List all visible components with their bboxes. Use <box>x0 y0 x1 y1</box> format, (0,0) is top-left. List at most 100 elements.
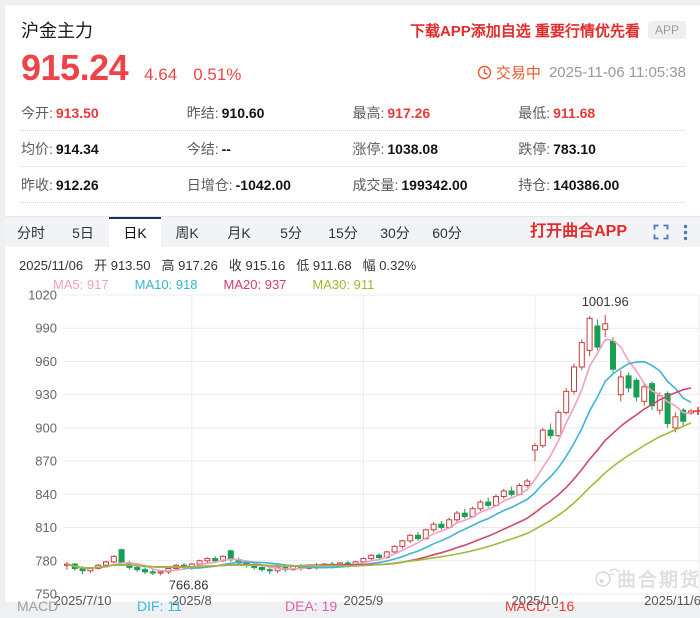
y-axis-label: 960 <box>35 354 57 369</box>
stat-cell: 昨结: 910.60 <box>187 103 353 123</box>
stat-label: 跌停: <box>518 140 551 157</box>
tab-item[interactable]: 分时 <box>5 217 57 247</box>
fullscreen-icon[interactable] <box>653 224 669 240</box>
stat-label: 昨收: <box>21 176 53 193</box>
stat-cell: 持仓: 140386.00 <box>518 175 684 195</box>
tab-item[interactable]: 5日 <box>57 217 109 247</box>
stat-cell: 日增仓: -1042.00 <box>187 175 353 195</box>
candles <box>64 314 694 576</box>
contract-title: 沪金主力 <box>21 21 93 41</box>
y-axis-label: 900 <box>35 420 57 435</box>
ohlc-part: 高 917.26 <box>161 258 218 273</box>
period-tabbar: 分时 5日 日K 周K 月K 5分 15分 30分 60分 打开曲合APP <box>5 216 700 247</box>
ma-legend: MA5: 917 MA10: 918 MA20: 937 MA30: 911 <box>5 274 700 292</box>
price-row: 915.24 4.64 0.51% 交易中 2025-11-06 11:05:3… <box>5 43 700 89</box>
stat-label: 成交量: <box>352 176 399 193</box>
download-app-link[interactable]: 下载APP添加自选 重要行情优先看 <box>409 22 640 40</box>
stat-cell: 最高: 917.26 <box>353 103 519 123</box>
clock-icon <box>477 65 492 80</box>
y-axis-label: 750 <box>35 587 57 602</box>
promo-area: 下载APP添加自选 重要行情优先看 APP <box>410 20 686 41</box>
y-axis-label: 1020 <box>28 290 57 303</box>
tab-item[interactable]: 周K <box>161 217 213 247</box>
grid-lines: 1020 990 960 930 900 870 840 810 780 750 <box>28 290 700 602</box>
stat-cell: 涨停: 1038.08 <box>353 139 519 159</box>
ohlc-part: 2025/11/06 <box>19 258 84 273</box>
tab-item[interactable]: 30分 <box>369 217 421 247</box>
tab-item[interactable]: 15分 <box>317 217 369 247</box>
macd-part: DIF: 11 <box>137 598 182 614</box>
ohlc-info-line: 2025/11/06 开 913.50 高 917.26 收 915.16 低 911.… <box>5 247 700 274</box>
stat-value: 910.60 <box>221 104 265 121</box>
ma-legend-item: MA5: 917 <box>53 277 109 292</box>
stats-row: 均价: 914.34 今结: -- 涨停: 1038.08 跌停: 783.10 <box>21 131 684 167</box>
y-axis-label: 990 <box>35 321 57 336</box>
stat-label: 涨停: <box>352 140 385 157</box>
stat-cell: 成交量: 199342.00 <box>353 175 519 195</box>
macd-part: DEA: 19 <box>285 598 338 614</box>
stat-cell: 今开: 913.50 <box>21 103 187 123</box>
stat-value: 914.34 <box>55 140 99 157</box>
tab-item[interactable]: 5分 <box>265 217 317 247</box>
ma-line <box>66 360 692 570</box>
tab-spacer <box>473 217 530 247</box>
ma-legend-item: MA20: 937 <box>223 277 287 292</box>
stats-row: 昨收: 912.26 日增仓: -1042.00 成交量: 199342.00 持仓: 140… <box>21 167 684 203</box>
stat-value: 911.68 <box>553 104 596 121</box>
tab-item[interactable]: 日K <box>109 217 161 247</box>
stat-label: 最低: <box>518 104 551 121</box>
ma-legend-item: MA30: 911 <box>312 277 375 292</box>
stats-row: 今开: 913.50 昨结: 910.60 最高: 917.26 最低: 911.68 <box>21 95 684 131</box>
ma-legend-item: MA10: 918 <box>134 277 198 292</box>
stat-value: 199342.00 <box>401 176 468 193</box>
app-badge[interactable]: APP <box>647 21 686 39</box>
watermark: 曲合期货 <box>595 568 700 591</box>
price-change-pct: 0.51% <box>193 65 242 84</box>
market-status: 交易中 2025-11-06 11:05:38 <box>477 62 686 83</box>
stat-label: 日增仓: <box>186 176 233 193</box>
y-axis-label: 780 <box>35 553 57 568</box>
kline-chart[interactable]: 10209909609309008708408107807502025/7/10… <box>5 290 700 608</box>
ohlc-part: 收 915.16 <box>228 258 286 273</box>
stat-value: 783.10 <box>553 140 596 157</box>
price-cross <box>694 407 700 416</box>
trading-status-label: 交易中 <box>495 65 541 82</box>
stats-grid: 今开: 913.50 昨结: 910.60 最高: 917.26 最低: 911.68 均价: 9… <box>5 89 700 203</box>
stat-cell: 今结: -- <box>187 139 353 159</box>
macd-part: MACD: -16 <box>505 598 575 614</box>
stat-label: 今开: <box>21 104 53 121</box>
y-axis-label: 870 <box>35 454 57 469</box>
low-annotation: 766.86 <box>169 577 209 592</box>
ohlc-part: 低 911.68 <box>296 258 352 273</box>
tab-item[interactable]: 月K <box>213 217 265 247</box>
ma-line <box>66 338 692 572</box>
ohlc-part: 幅 0.32% <box>362 258 417 273</box>
ma-line <box>66 422 692 569</box>
quote-timestamp: 2025-11-06 11:05:38 <box>548 64 686 81</box>
stat-label: 最高: <box>352 104 385 121</box>
stat-cell: 跌停: 783.10 <box>518 139 684 159</box>
stat-cell: 昨收: 912.26 <box>21 175 187 195</box>
watermark-text: 曲合期货 <box>617 568 700 591</box>
chart-tools <box>653 217 688 247</box>
tab-item[interactable]: 60分 <box>421 217 473 247</box>
stat-label: 今结: <box>186 140 219 157</box>
price-change: 4.64 <box>144 65 178 84</box>
trading-status: 交易中 <box>477 62 541 83</box>
more-options-icon[interactable] <box>683 224 688 241</box>
open-app-link[interactable]: 打开曲合APP <box>530 223 627 240</box>
macd-part: MACD <box>17 598 59 614</box>
stat-value: 917.26 <box>387 104 431 121</box>
stat-cell: 均价: 914.34 <box>21 139 187 159</box>
y-axis-label: 810 <box>35 520 57 535</box>
ohlc-part: 开 913.50 <box>94 258 151 273</box>
stat-label: 均价: <box>21 140 53 157</box>
stat-label: 昨结: <box>186 104 219 121</box>
last-price: 915.24 <box>21 47 129 88</box>
quote-page: 沪金主力 下载APP添加自选 重要行情优先看 APP 915.24 4.64 0… <box>5 5 700 614</box>
ma-lines <box>66 338 692 572</box>
stat-value: 913.50 <box>55 104 99 121</box>
price-group: 915.24 4.64 0.51% <box>21 47 241 89</box>
stat-value: 912.26 <box>55 176 99 193</box>
macd-indicator-row[interactable]: MACD DIF: 11 DEA: 19 MACD: -16 <box>5 598 700 618</box>
